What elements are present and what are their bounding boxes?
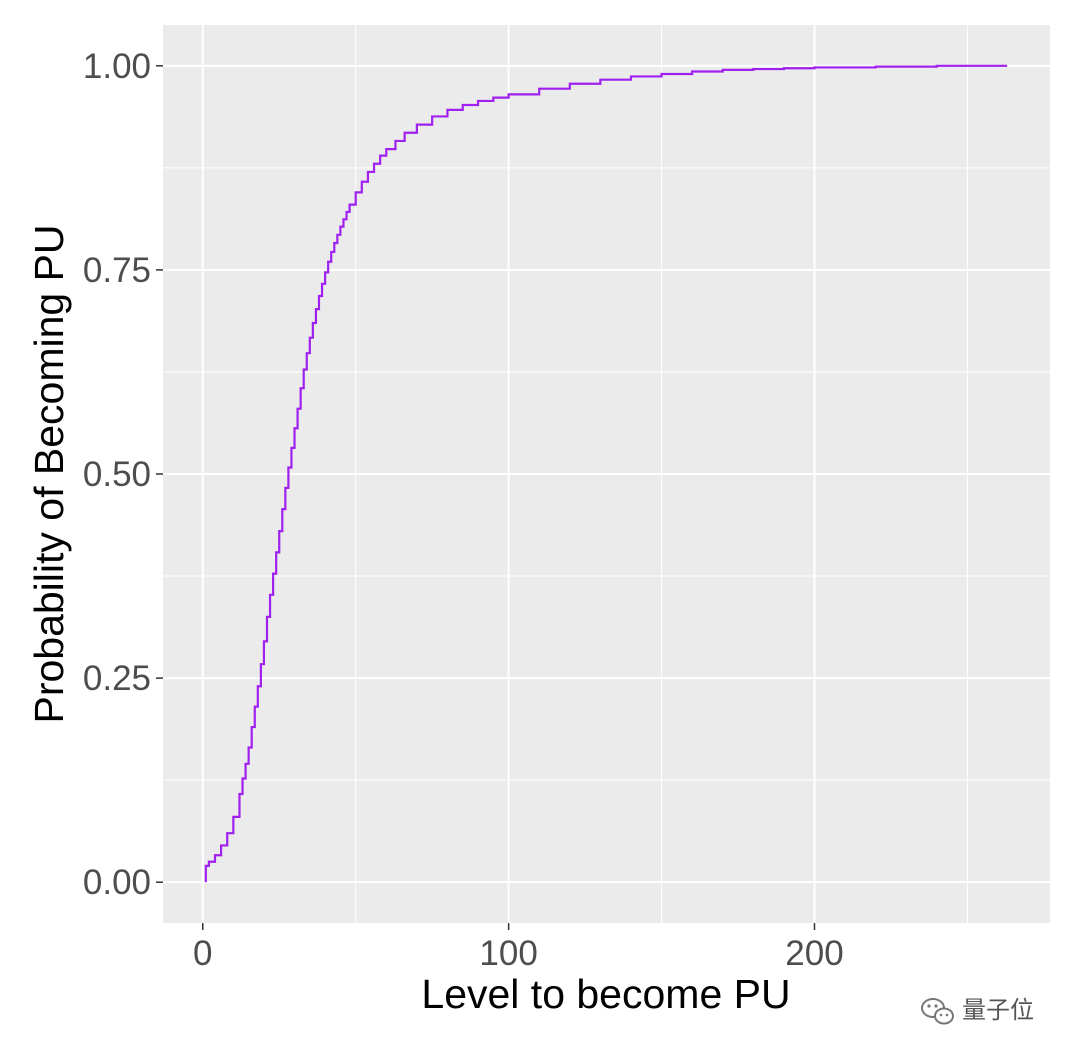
- y-tick-label: 0.25: [83, 659, 151, 698]
- ecdf-series-line: [204, 64, 1008, 883]
- watermark: 量子位: [921, 996, 1034, 1025]
- grid-major: [163, 25, 1050, 923]
- x-axis-ticks: 0 100 200: [193, 923, 844, 973]
- y-axis-ticks: 0.00 0.25 0.50 0.75 1.00: [83, 47, 163, 902]
- x-tick-label: 0: [193, 934, 212, 973]
- y-tick-label: 0.50: [83, 455, 151, 494]
- wechat-icon: [921, 998, 954, 1025]
- series-layer: [204, 64, 1008, 883]
- x-axis-title: Level to become PU: [421, 971, 790, 1017]
- y-tick-label: 0.00: [83, 863, 151, 902]
- y-tick-label: 0.75: [83, 251, 151, 290]
- y-tick-label: 1.00: [83, 47, 151, 86]
- x-tick-label: 200: [785, 934, 843, 973]
- x-tick-label: 100: [479, 934, 537, 973]
- watermark-text: 量子位: [962, 996, 1034, 1024]
- y-axis-title: Probability of Becoming PU: [26, 224, 72, 723]
